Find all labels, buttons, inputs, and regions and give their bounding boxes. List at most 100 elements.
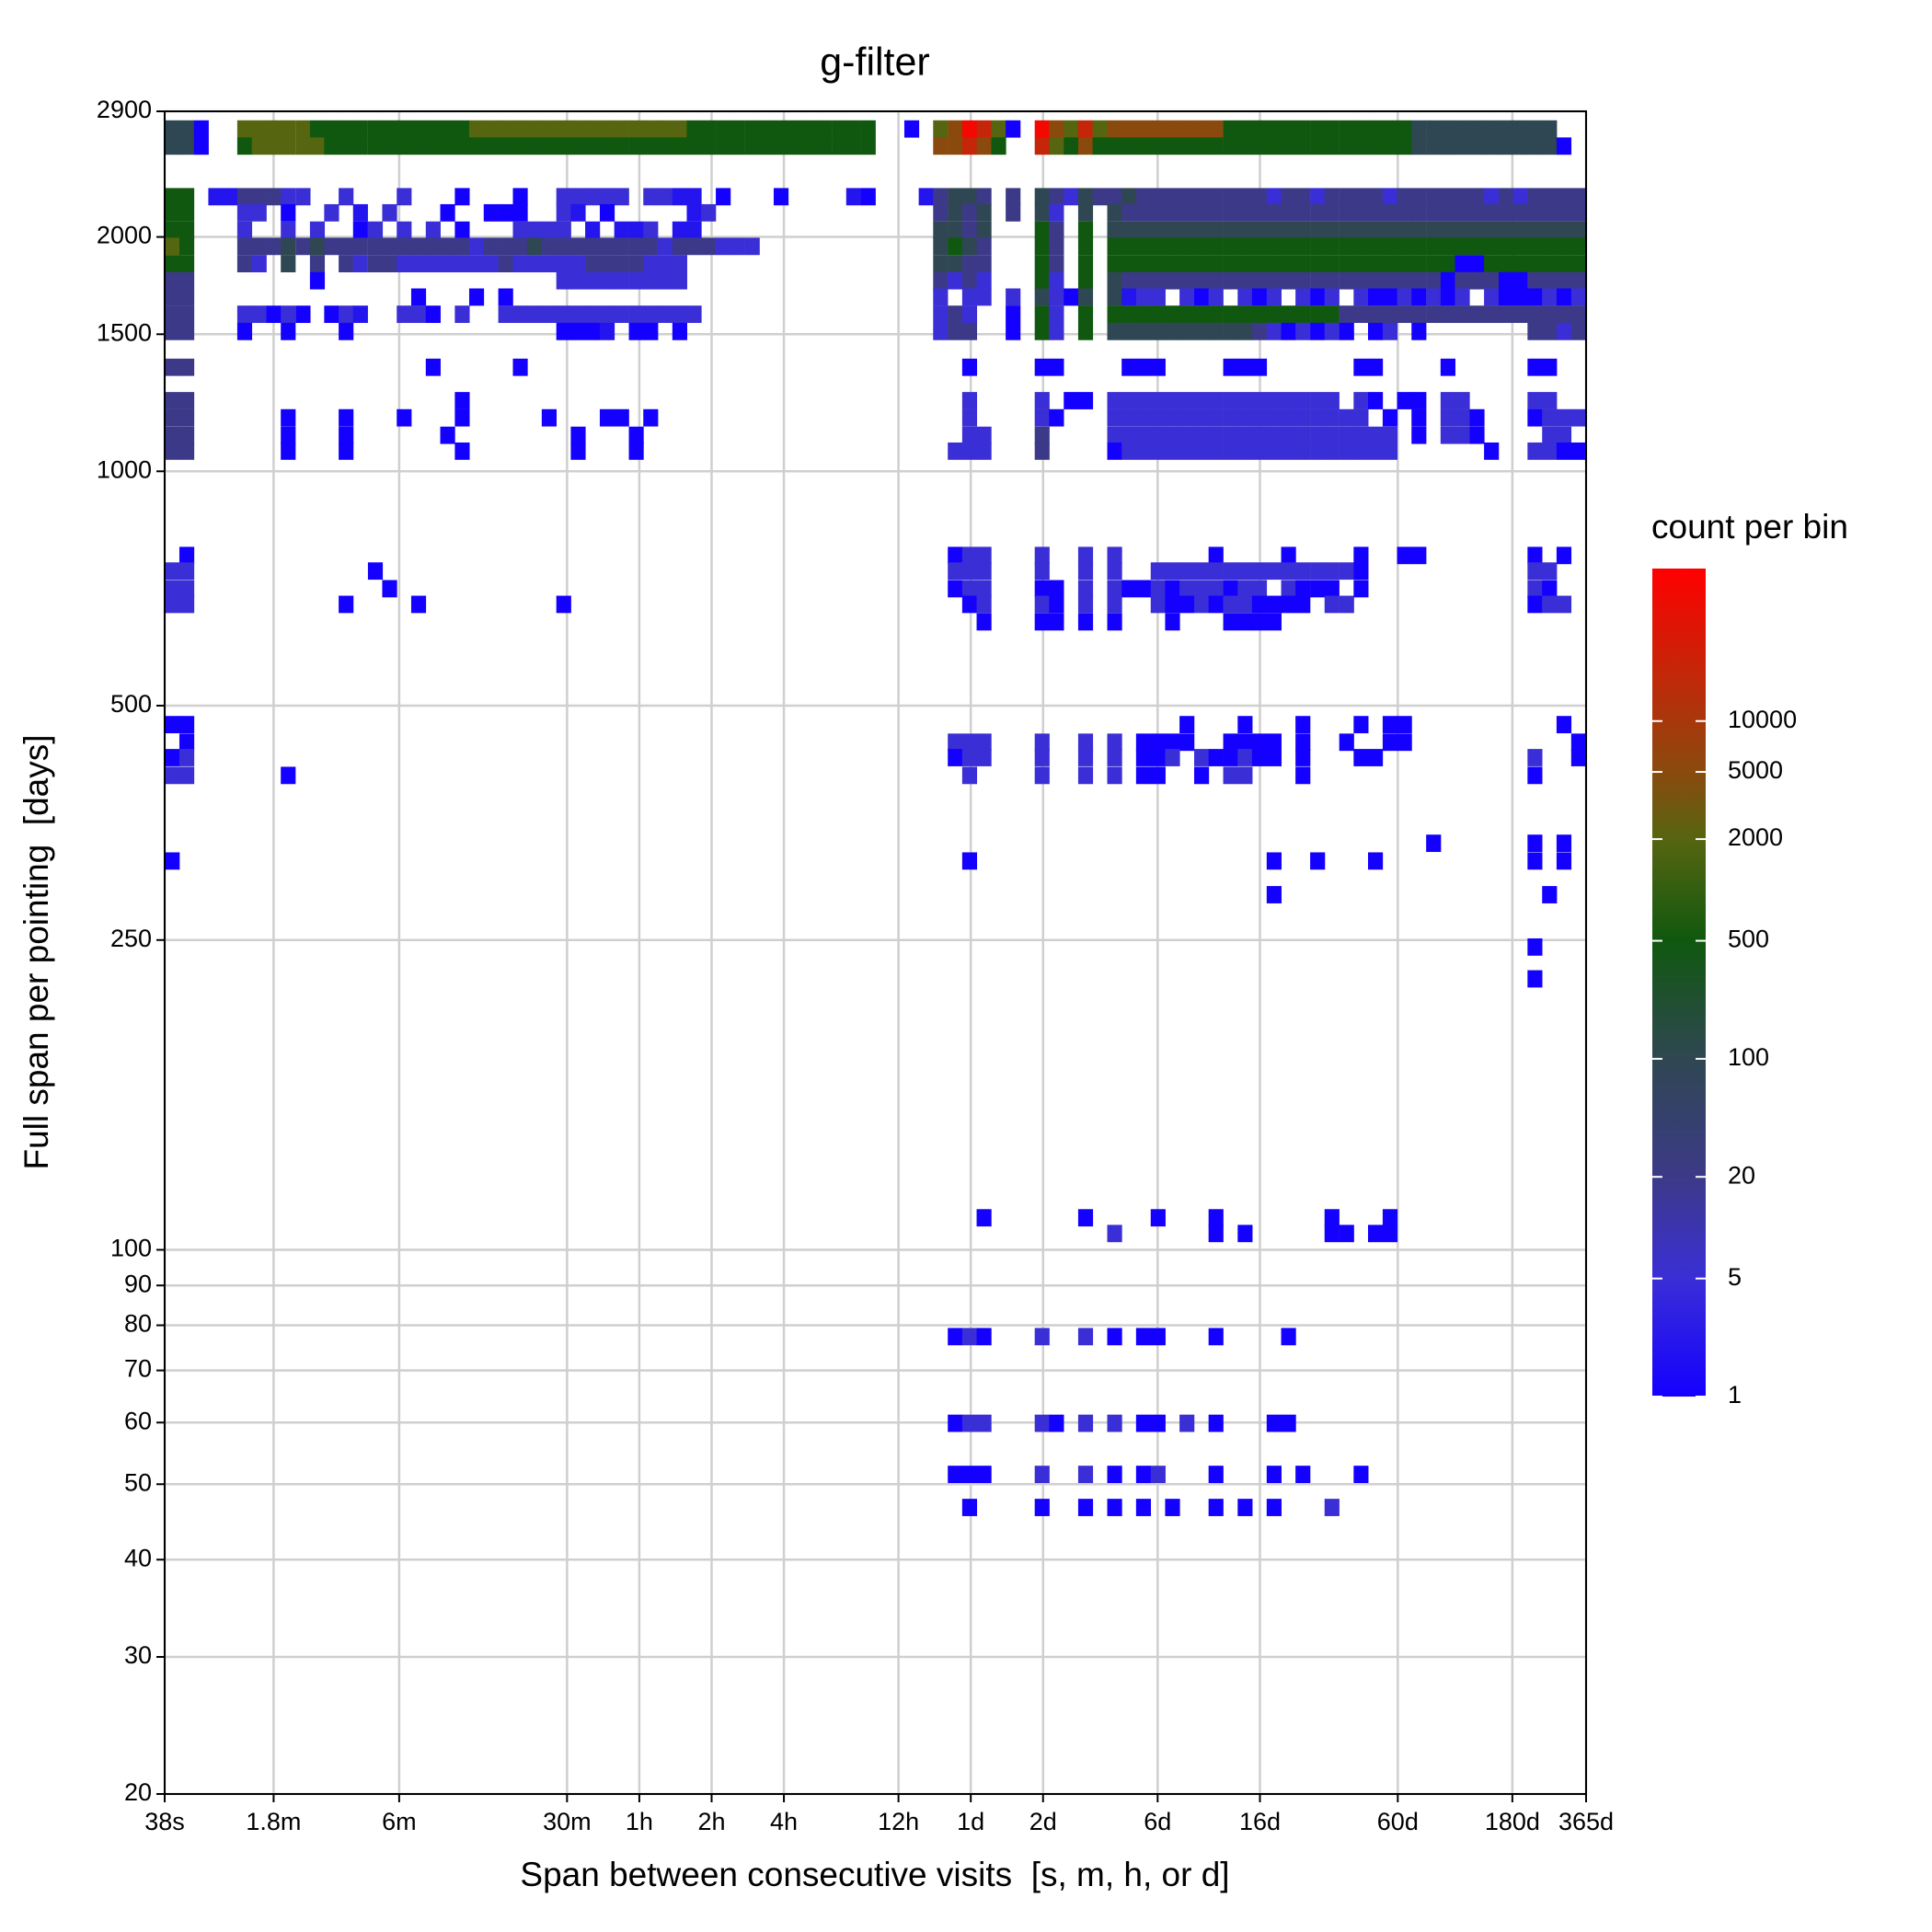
- heatmap-cell: [397, 305, 412, 324]
- heatmap-cell: [1411, 221, 1427, 239]
- heatmap-cell: [1411, 137, 1427, 155]
- heatmap-cell: [1107, 613, 1122, 631]
- heatmap-cell: [976, 546, 992, 565]
- heatmap-cell: [1266, 613, 1282, 631]
- heatmap-cell: [1484, 271, 1500, 290]
- heatmap-cell: [295, 120, 311, 138]
- heatmap-cell: [1310, 237, 1326, 256]
- heatmap-cell: [178, 408, 195, 427]
- heatmap-cell: [1542, 288, 1558, 306]
- heatmap-cell: [1310, 221, 1326, 239]
- heatmap-cell: [281, 408, 296, 427]
- heatmap-cell: [1135, 766, 1152, 785]
- heatmap-cell: [281, 137, 296, 155]
- heatmap-cell: [1397, 716, 1412, 734]
- heatmap-cell: [643, 322, 659, 340]
- colorbar-tick-label: 1: [1728, 1381, 1742, 1409]
- heatmap-cell: [1367, 203, 1384, 222]
- heatmap-cell: [1382, 442, 1398, 460]
- heatmap-cell: [961, 426, 978, 444]
- heatmap-cell: [1223, 595, 1238, 614]
- heatmap-cell: [1135, 237, 1152, 256]
- heatmap-cell: [1281, 546, 1296, 565]
- heatmap-cell: [1208, 442, 1224, 460]
- heatmap-cell: [1150, 766, 1166, 785]
- heatmap-cell: [657, 120, 673, 138]
- heatmap-cell: [1266, 271, 1282, 290]
- heatmap-cell: [1121, 392, 1137, 409]
- heatmap-cell: [1208, 392, 1224, 409]
- heatmap-cell: [1353, 188, 1369, 206]
- heatmap-cell: [1223, 322, 1238, 340]
- heatmap-cell: [976, 426, 992, 444]
- heatmap-cell: [1440, 358, 1455, 376]
- heatmap-cell: [266, 137, 282, 155]
- x-tick-label: 6d: [1144, 1808, 1171, 1835]
- heatmap-cell: [1440, 305, 1455, 324]
- heatmap-cell: [657, 271, 673, 290]
- heatmap-cell: [1542, 580, 1558, 598]
- heatmap-cell: [1498, 203, 1514, 222]
- heatmap-cell: [1411, 322, 1427, 340]
- heatmap-cell: [1397, 120, 1412, 138]
- heatmap-cell: [570, 203, 586, 222]
- heatmap-cell: [1223, 426, 1238, 444]
- heatmap-cell: [1556, 426, 1572, 444]
- heatmap-cell: [701, 137, 717, 155]
- heatmap-cell: [1194, 562, 1210, 581]
- heatmap-cell: [1034, 137, 1050, 155]
- heatmap-cell: [178, 546, 195, 565]
- heatmap-cell: [1194, 203, 1210, 222]
- heatmap-cell: [1107, 408, 1122, 427]
- heatmap-cell: [1266, 595, 1282, 614]
- heatmap-cell: [1353, 580, 1369, 598]
- heatmap-cell: [1266, 426, 1282, 444]
- heatmap-cell: [1324, 1225, 1340, 1243]
- heatmap-cell: [1353, 271, 1369, 290]
- heatmap-cell: [1165, 221, 1180, 239]
- heatmap-cell: [556, 203, 571, 222]
- heatmap-cell: [1397, 188, 1412, 206]
- y-tick-label: 30: [124, 1641, 152, 1669]
- heatmap-cell: [948, 562, 963, 581]
- heatmap-cell: [367, 120, 384, 138]
- heatmap-cell: [1484, 442, 1500, 460]
- heatmap-cell: [1382, 1209, 1398, 1227]
- heatmap-cell: [1397, 288, 1412, 306]
- heatmap-cell: [556, 322, 571, 340]
- heatmap-cell: [1266, 852, 1282, 870]
- colorbar-title: count per bin: [1651, 508, 1848, 546]
- heatmap-cell: [1194, 120, 1210, 138]
- heatmap-cell: [976, 562, 992, 581]
- heatmap-cell: [948, 546, 963, 565]
- heatmap-cell: [1339, 137, 1354, 155]
- heatmap-cell: [585, 188, 601, 206]
- heatmap-cell: [178, 595, 195, 614]
- heatmap-cell: [339, 188, 354, 206]
- heatmap-cell: [1469, 426, 1485, 444]
- heatmap-cell: [1006, 322, 1021, 340]
- heatmap-cell: [1527, 255, 1543, 273]
- heatmap-cell: [1165, 237, 1180, 256]
- heatmap-cell: [1251, 120, 1268, 138]
- heatmap-cell: [1542, 271, 1558, 290]
- heatmap-cell: [1353, 546, 1369, 565]
- heatmap-cell: [367, 221, 384, 239]
- heatmap-cell: [1107, 120, 1122, 138]
- heatmap-cell: [1382, 305, 1398, 324]
- heatmap-cell: [1223, 305, 1238, 324]
- heatmap-cell: [1498, 255, 1514, 273]
- heatmap-cell: [1556, 255, 1572, 273]
- heatmap-cell: [1324, 595, 1340, 614]
- heatmap-cell: [599, 408, 615, 427]
- heatmap-cell: [961, 852, 978, 870]
- heatmap-cell: [309, 271, 326, 290]
- heatmap-cell: [1208, 580, 1224, 598]
- heatmap-cell: [1251, 221, 1268, 239]
- heatmap-cell: [1570, 188, 1586, 206]
- heatmap-cell: [1208, 426, 1224, 444]
- heatmap-cell: [933, 221, 949, 239]
- heatmap-cell: [1237, 749, 1253, 766]
- heatmap-cell: [1367, 392, 1384, 409]
